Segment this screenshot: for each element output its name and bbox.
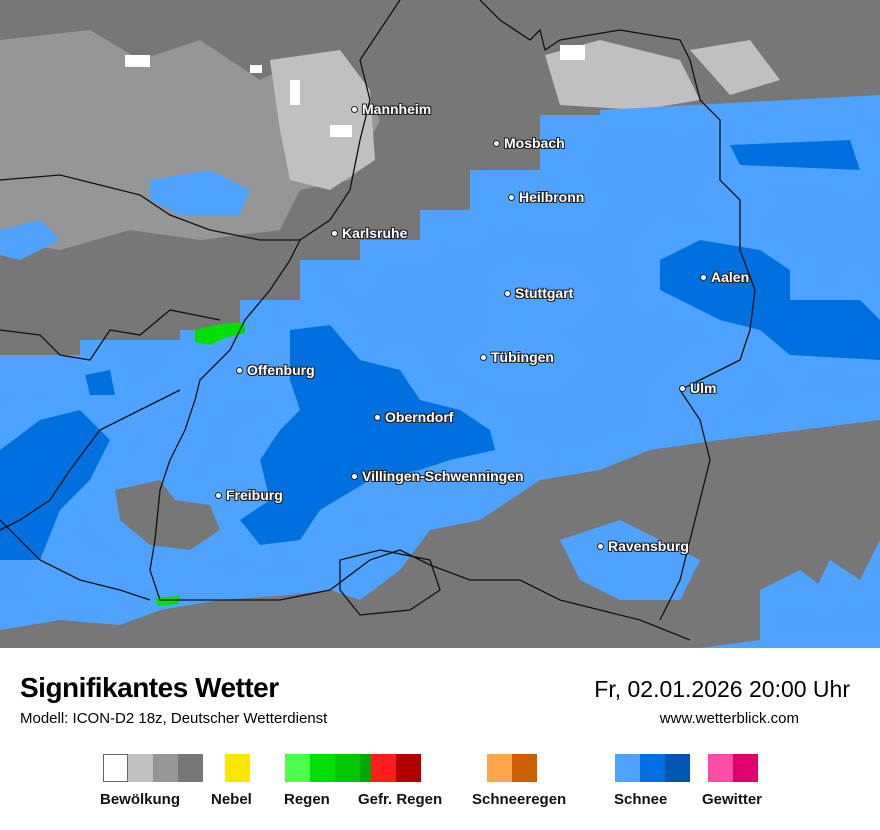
snow-area-dark-east [660,140,880,360]
city-offenburg: Offenburg [236,362,315,378]
city-dot-icon [700,273,707,281]
legend-color-swatch [708,754,733,782]
city-aalen: Aalen [700,269,749,285]
city-dot-icon [374,413,381,421]
legend-color-swatch [285,754,310,782]
page-title: Signifikantes Wetter [20,672,279,703]
city-freiburg: Freiburg [215,487,283,503]
legend-swatch-schnee [615,754,690,782]
city-dot-icon [597,542,604,550]
legend-color-swatch [640,754,665,782]
snow-area-dark [240,325,495,545]
city-dot-icon [236,366,243,374]
legend-color-swatch [665,754,690,782]
legend-label: Gefr. Regen [358,791,443,808]
city-heilbronn: Heilbronn [508,189,584,205]
legend-label: Regen [284,791,330,808]
city-dot-icon [679,384,686,392]
city-dot-icon [508,193,515,201]
legend-color-swatch [128,754,153,782]
legend-color-swatch [371,754,396,782]
legend-swatch-gewitter [708,754,758,782]
legend-color-swatch [512,754,537,782]
city-dot-icon [493,139,500,147]
city-mosbach: Mosbach [493,135,565,151]
legend-label: Nebel [211,791,252,808]
city-stuttgart: Stuttgart [504,285,573,301]
snow-area-north [0,95,880,260]
city-mannheim: Mannheim [351,101,431,117]
legend-color-swatch [153,754,178,782]
legend-label: Schnee [614,791,668,808]
city-dot-icon [480,353,487,361]
snow-area-south [560,520,880,648]
legend-label: Bewölkung [100,791,181,808]
city-tuebingen: Tübingen [480,349,554,365]
legend-swatch-regen [285,754,385,782]
city-dot-icon [215,491,222,499]
legend-color-swatch [733,754,758,782]
website-link[interactable]: www.wetterblick.com [659,710,799,727]
weather-map: Mannheim Mosbach Heilbronn Karlsruhe Aal… [0,0,880,648]
legend-swatch-nebel [225,754,250,782]
legend-color-swatch [103,754,128,782]
legend-color-swatch [225,754,250,782]
legend-color-swatch [396,754,421,782]
model-info: Modell: ICON-D2 18z, Deutscher Wetterdie… [20,710,328,727]
city-ravensburg: Ravensburg [597,538,689,554]
legend-label: Schneeregen [472,791,567,808]
forecast-datetime: Fr, 02.01.2026 20:00 Uhr [594,676,850,702]
legend-label: Gewitter [702,791,763,808]
city-villingen-schwenningen: Villingen-Schwenningen [351,468,524,484]
legend-color-swatch [310,754,335,782]
legend-swatch-bewoelkung [103,754,203,782]
city-dot-icon [331,229,338,237]
city-dot-icon [504,289,511,297]
city-oberndorf: Oberndorf [374,409,453,425]
border-lines [0,0,756,641]
legend-color-swatch [615,754,640,782]
cloud-area-lightest [270,40,780,190]
legend-swatch-schneeregen [487,754,537,782]
legend-color-swatch [335,754,360,782]
snow-area-dark-west [0,370,115,560]
legend-color-swatch [487,754,512,782]
weather-layer [0,0,880,648]
legend-color-swatch [178,754,203,782]
city-dot-icon [351,472,358,480]
city-dot-icon [351,105,358,113]
legend-swatch-gefr-regen [371,754,421,782]
city-ulm: Ulm [679,380,716,396]
cloud-area-freiburg [115,480,220,550]
city-karlsruhe: Karlsruhe [331,225,407,241]
